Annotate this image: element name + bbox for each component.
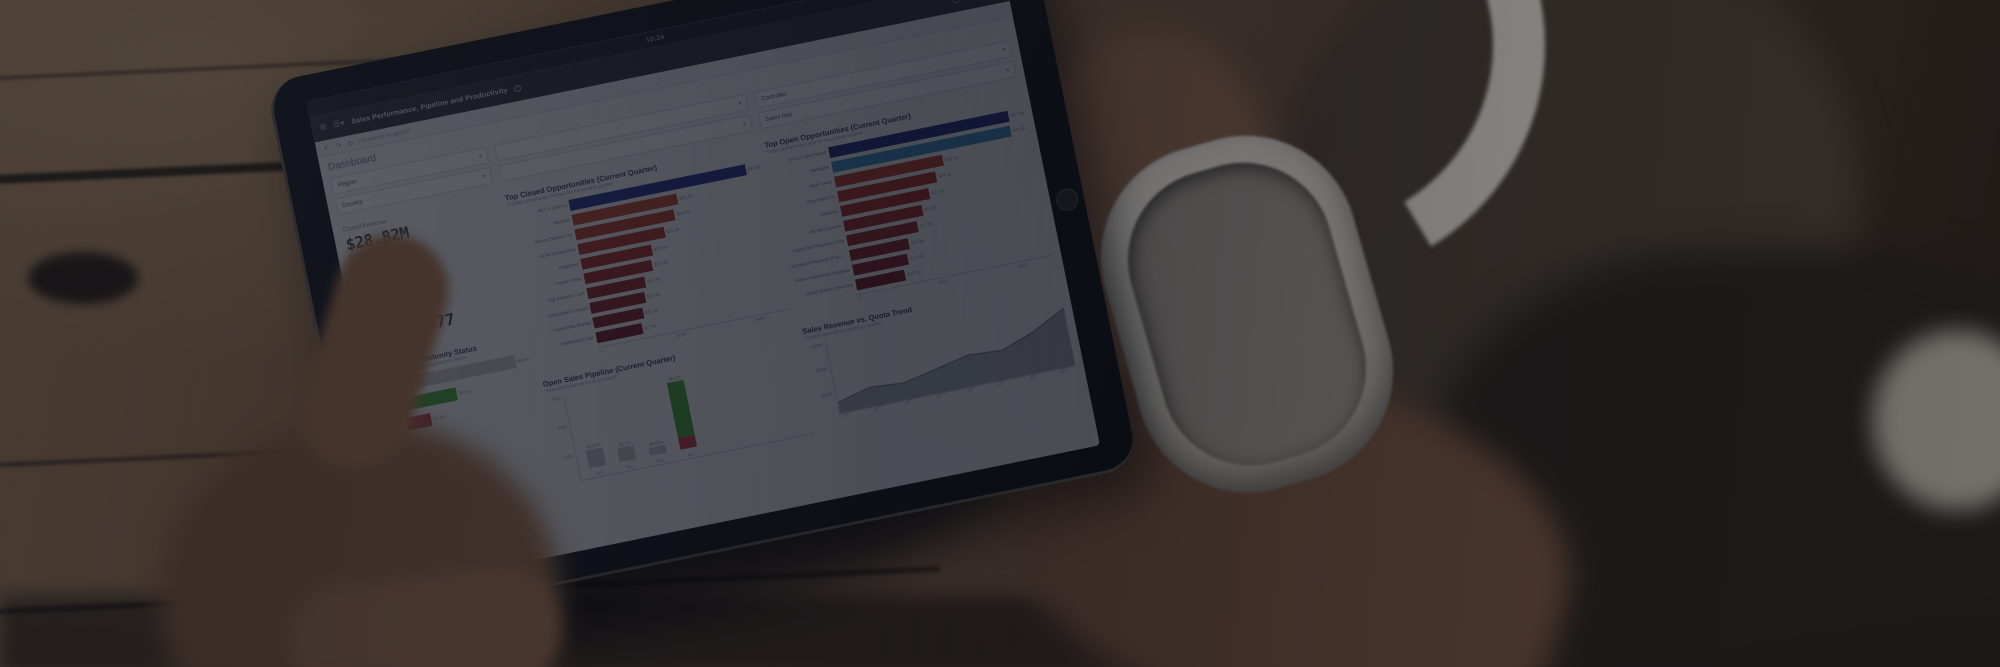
info-icon[interactable]: i bbox=[513, 83, 522, 93]
tablet-home-button[interactable] bbox=[1054, 186, 1081, 213]
vbar-chart: $6M $4M $2M $1.37m Oct $1.1m Nov $0.62m Dec $5.2m… bbox=[546, 347, 816, 484]
bar-value: $13.6k bbox=[646, 291, 661, 300]
bar-column[interactable]: $1.37m Oct bbox=[574, 389, 607, 476]
x-tick-label: Nov bbox=[625, 463, 634, 471]
chevron-down-icon: ▾ bbox=[1001, 47, 1006, 54]
bar-value: $12.4k bbox=[644, 307, 659, 316]
top-closed-opportunities-chart[interactable]: Top Closed Opportunities (Current Quarte… bbox=[504, 143, 792, 369]
bar-value: $47.5k bbox=[1010, 110, 1025, 119]
chevron-down-icon: ▾ bbox=[482, 174, 488, 181]
wood-knot bbox=[28, 252, 138, 304]
bar-value: $21.7k bbox=[930, 187, 946, 196]
navigation-menu-icon[interactable]: ☰▾ bbox=[332, 118, 346, 129]
filter-label: Sales Rep bbox=[764, 111, 794, 123]
bar-column[interactable]: $0.62m Dec bbox=[635, 377, 667, 464]
chevron-down-icon: ▾ bbox=[1005, 67, 1011, 75]
bar-stack bbox=[648, 444, 667, 456]
bar-value: $24.1k bbox=[937, 171, 952, 179]
chevron-down-icon: ▾ bbox=[959, 0, 965, 2]
bar-segment[interactable] bbox=[586, 447, 607, 469]
bar-value: $17.3k bbox=[918, 221, 934, 229]
chevron-down-icon: ▾ bbox=[742, 121, 747, 128]
bar-value: $26.5k bbox=[944, 154, 959, 163]
hub-grid-icon[interactable]: ⊞ bbox=[319, 121, 328, 133]
filter-label: Country bbox=[341, 198, 364, 209]
chevron-down-icon: ▾ bbox=[339, 118, 346, 128]
bar-value: $26.3k bbox=[678, 193, 694, 201]
clear-selections-icon[interactable]: ⊘ bbox=[346, 139, 354, 148]
bar-value: $17.6k bbox=[653, 244, 668, 253]
bar-stack bbox=[617, 444, 637, 463]
bar-column[interactable]: $5.2m Jan bbox=[665, 371, 698, 458]
filter-label: Controller bbox=[760, 91, 788, 103]
bar-value: $43.8k bbox=[1011, 125, 1026, 134]
bar-value: $11.4k bbox=[643, 323, 658, 331]
bar-value: $14.5k bbox=[646, 276, 662, 284]
bar-value: $12.1k bbox=[906, 269, 922, 278]
bookmarks-icon[interactable]: ◯▾ bbox=[951, 0, 966, 4]
bar-value: $17.0k bbox=[653, 259, 669, 268]
bar-value: $2.9m bbox=[458, 388, 472, 396]
x-tick-label: Oct bbox=[595, 469, 604, 477]
bar-segment[interactable] bbox=[648, 444, 667, 456]
x-tick-label: Dec bbox=[655, 457, 665, 464]
bar-value: $14.5k bbox=[910, 238, 925, 246]
top-open-opportunities-chart[interactable]: Top Open Opportunities (Current Quarter)… bbox=[764, 89, 1055, 315]
bar-column[interactable]: $1.1m Nov bbox=[605, 383, 637, 470]
clock: 10:24 bbox=[645, 33, 666, 44]
bar-value: $46.9k bbox=[746, 164, 762, 172]
chevron-down-icon: ▾ bbox=[478, 153, 483, 160]
open-pipeline-bars[interactable]: $6M $4M $2M $1.37m Oct $1.1m Nov $0.62m Dec $5.2m… bbox=[546, 347, 816, 484]
chevron-down-icon: ▾ bbox=[738, 100, 743, 108]
selections-back-icon[interactable]: ↶ bbox=[323, 144, 331, 153]
bar-value: $19.2k bbox=[923, 204, 938, 213]
x-tick-label: Jan bbox=[686, 451, 695, 458]
bar-segment[interactable] bbox=[617, 444, 637, 463]
bar-stack bbox=[586, 447, 607, 469]
selections-forward-icon[interactable]: ↷ bbox=[335, 141, 343, 150]
bar-value: $1.3m bbox=[432, 414, 446, 422]
bar-segment[interactable] bbox=[678, 434, 698, 450]
bar-stack bbox=[667, 380, 698, 450]
bar-segment[interactable] bbox=[667, 380, 695, 438]
bar-value: $6.4m bbox=[516, 356, 530, 364]
bar-value: $24.8k bbox=[675, 209, 691, 217]
bar-value: $21.5k bbox=[665, 226, 680, 235]
filter-label: Region bbox=[337, 178, 358, 189]
bar-value: $13.6k bbox=[909, 253, 925, 262]
